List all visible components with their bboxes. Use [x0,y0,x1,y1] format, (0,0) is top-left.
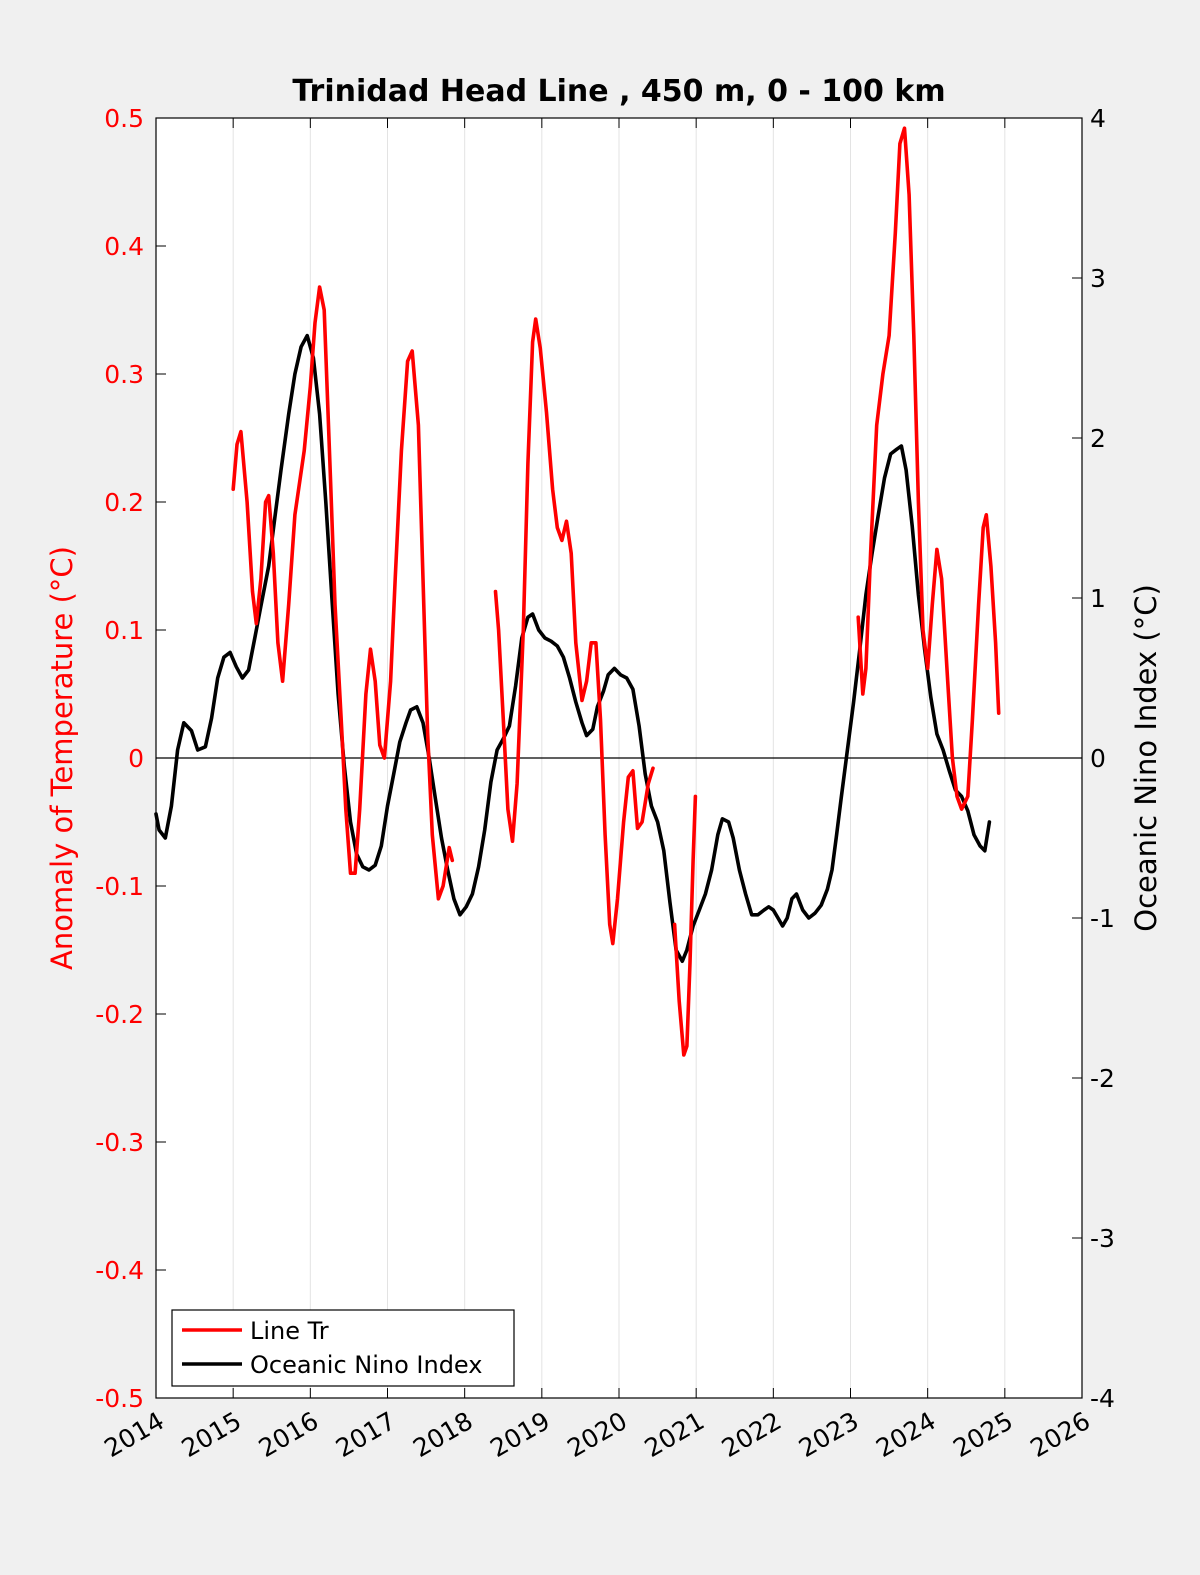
y-right-tick-label: 0 [1090,744,1106,773]
y-right-tick-label: -3 [1090,1224,1115,1253]
y-left-tick-label: -0.4 [95,1256,144,1285]
legend-label-line-tr: Line Tr [250,1317,329,1345]
y-right-tick-label: 1 [1090,584,1106,613]
y-left-tick-label: 0 [128,744,144,773]
legend-box [171,1309,515,1387]
y-left-tick-label: -0.5 [95,1384,144,1413]
y-left-tick-label: 0.5 [104,104,144,133]
y-right-tick-label: -4 [1090,1384,1115,1413]
chart-title: Trinidad Head Line , 450 m, 0 - 100 km [292,74,945,109]
y-right-tick-label: -2 [1090,1064,1115,1093]
series-line-tr-segment-0 [231,285,455,901]
y-left-tick-label: 0.2 [104,488,144,517]
y-left-tick-label: -0.2 [95,1000,144,1029]
series-line-tr-segment-3 [856,126,1001,812]
series-line-tr-segment-1 [493,317,655,946]
series-layer [154,126,1001,1057]
y-right-tick-label: 3 [1090,264,1106,293]
legend-label-oni: Oceanic Nino Index [250,1351,482,1379]
ticks-layer: 2014 2015 2016 2017 2018 2019 2020 2021 2022 2023… [95,104,1115,1463]
y-left-tick-label: 0.1 [104,616,144,645]
y-left-tick-label: 0.3 [104,360,144,389]
legend: Line Tr Oceanic Nino Index [171,1309,515,1387]
series-line-tr-segment-2 [672,794,698,1057]
y-left-tick-label: -0.1 [95,872,144,901]
y-right-tick-label: 2 [1090,424,1106,453]
y-axis-right-label: Oceanic Nino Index (°C) [1129,584,1163,932]
y-axis-left-label: Anomaly of Temperature (°C) [45,546,79,970]
y-left-tick-label: 0.4 [104,232,144,261]
y-left-tick-label: -0.3 [95,1128,144,1157]
series-oni-segment-0 [154,333,992,964]
y-right-tick-label: -1 [1090,904,1115,933]
y-right-tick-label: 4 [1090,104,1106,133]
